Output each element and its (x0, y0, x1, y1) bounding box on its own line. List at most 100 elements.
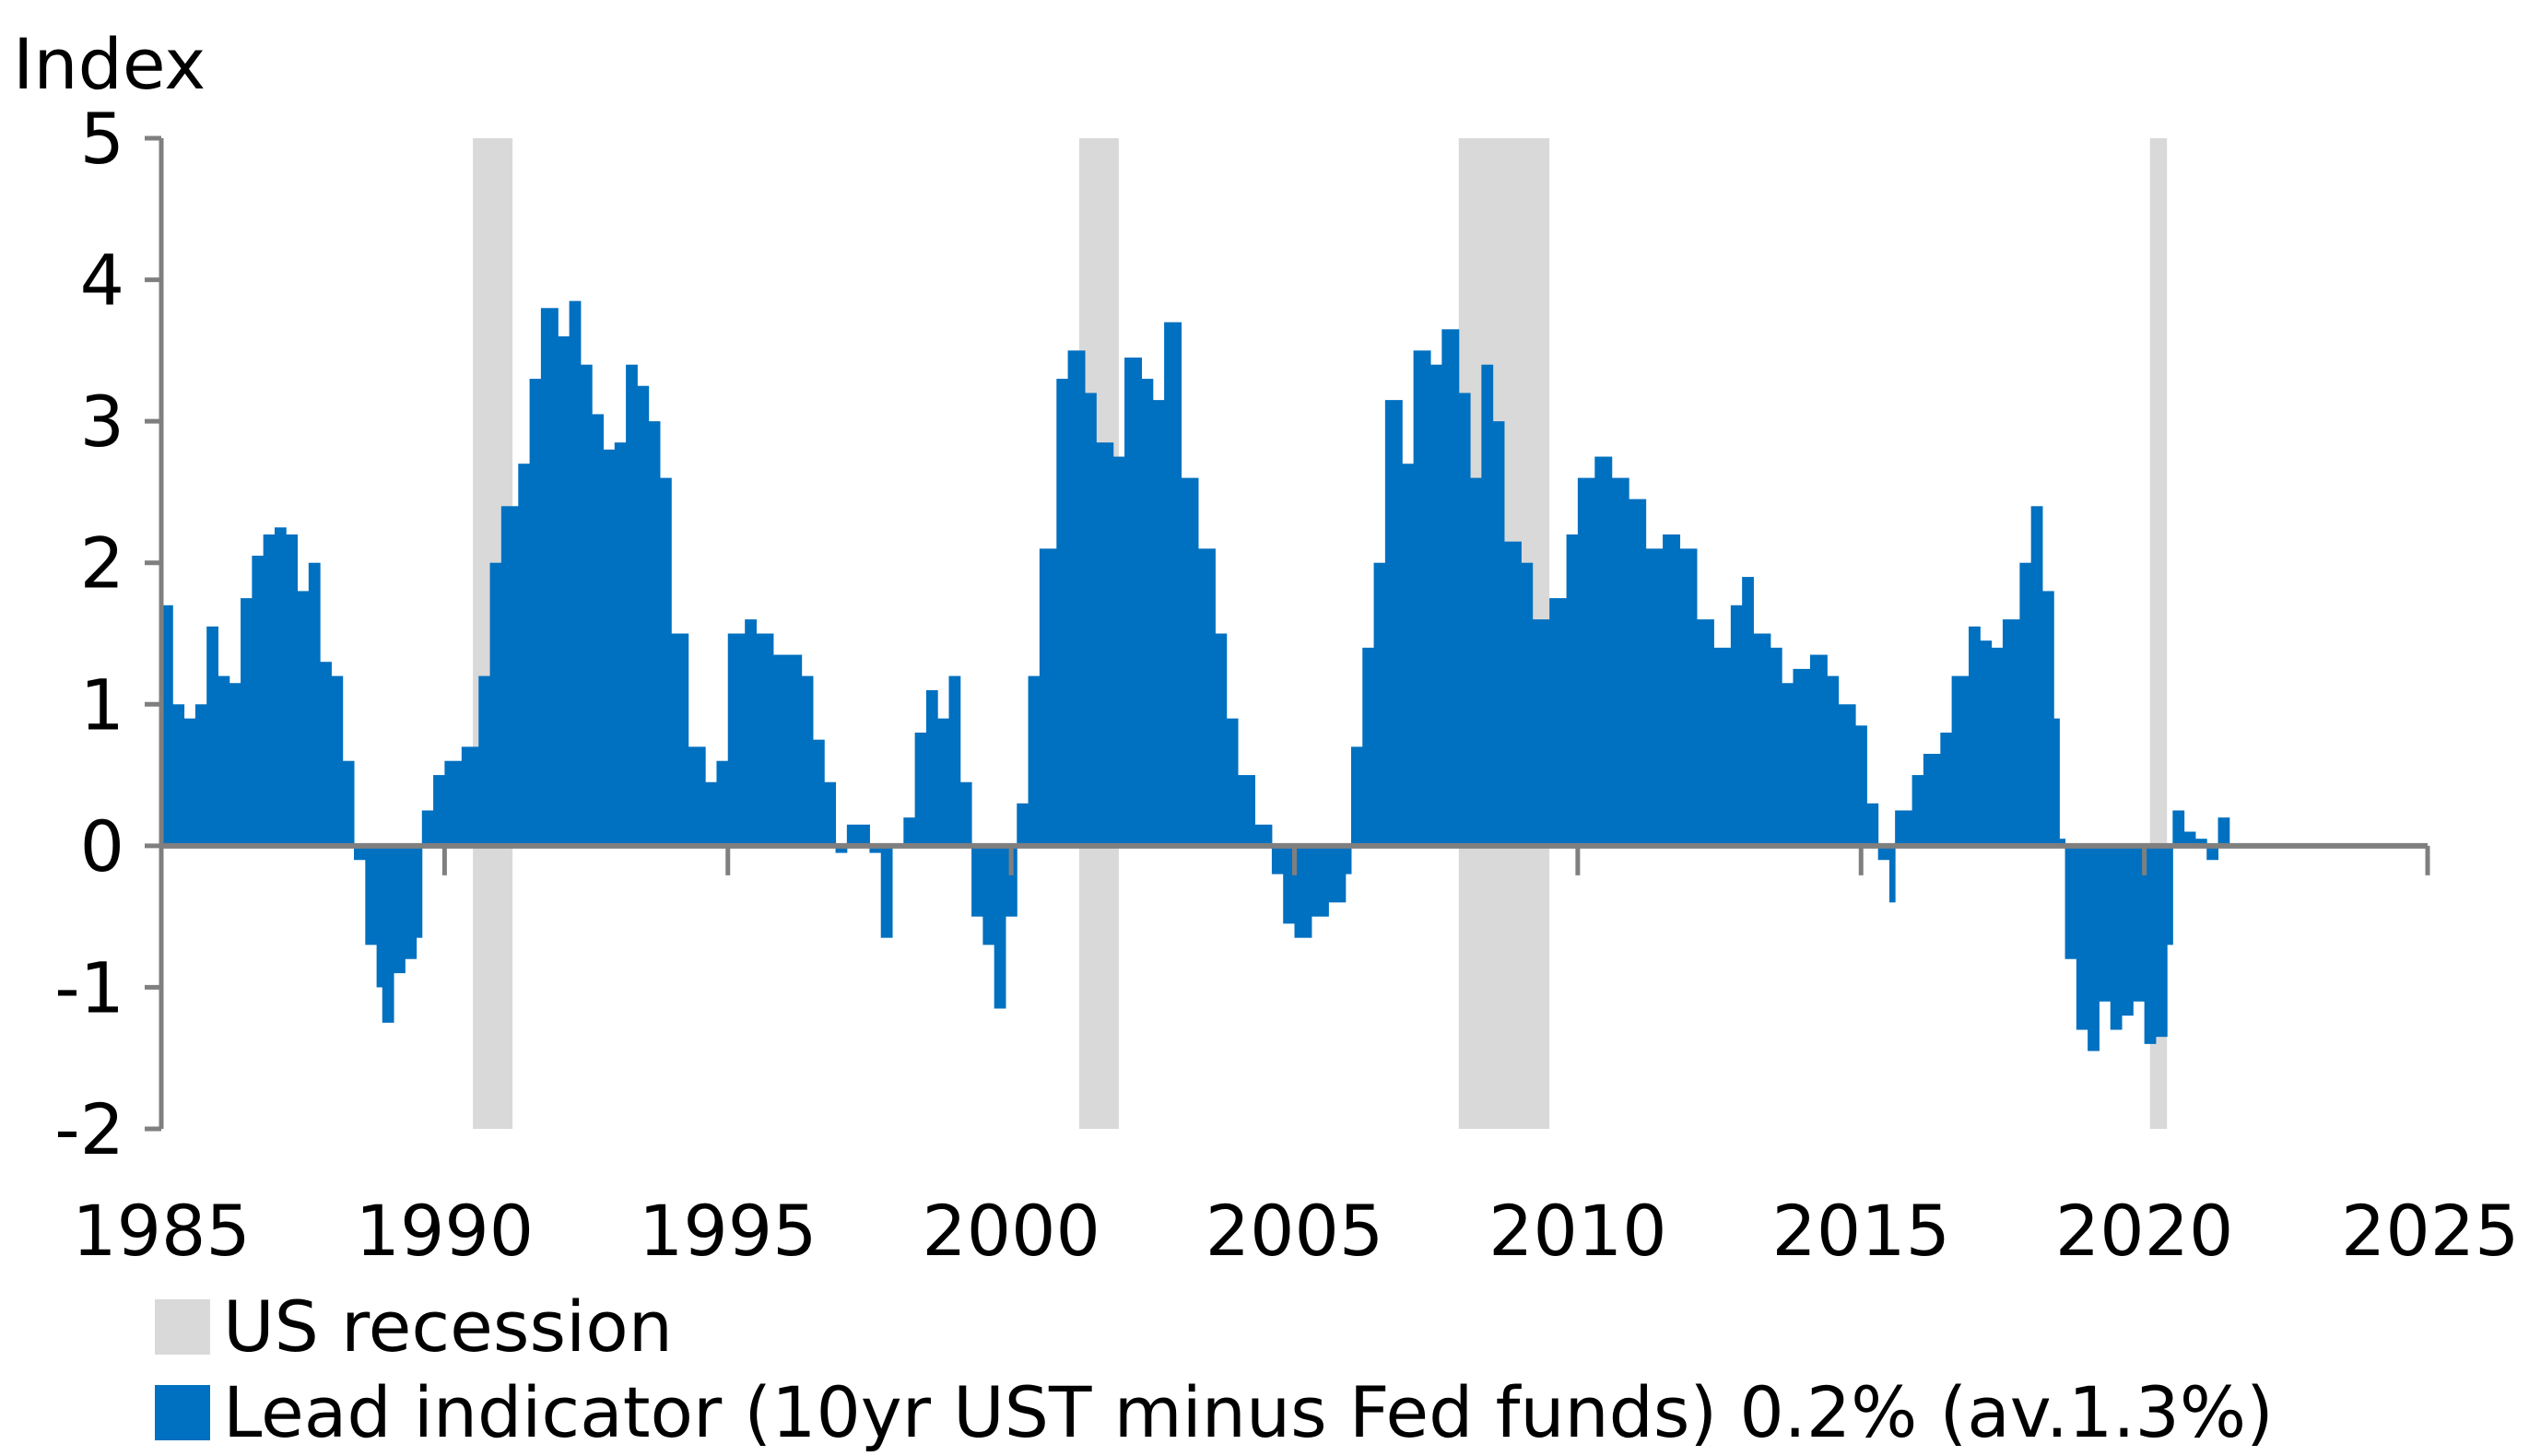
bar-8 (252, 556, 265, 846)
bar-34 (558, 336, 570, 846)
bar-3 (194, 704, 207, 846)
bar-5 (218, 675, 230, 846)
bar-56 (835, 845, 848, 853)
bar-138 (1940, 733, 1953, 846)
bar-75 (1056, 379, 1069, 846)
bar-88 (1238, 775, 1255, 846)
bar-52 (784, 654, 803, 846)
bar-84 (1181, 477, 1199, 846)
bar-50 (756, 633, 774, 846)
bar-156 (2144, 845, 2157, 1044)
bar-149 (2064, 845, 2077, 959)
bar-96 (1350, 746, 1363, 846)
bar-131 (1855, 725, 1867, 846)
bar-89 (1254, 824, 1273, 846)
x-tick-label: 2000 (922, 1190, 1100, 1272)
bar-33 (540, 308, 559, 846)
y-tick-label: 5 (80, 98, 124, 180)
bar-103 (1441, 329, 1460, 846)
bar-14 (320, 662, 332, 846)
bar-76 (1067, 350, 1086, 846)
bar-44 (671, 633, 689, 846)
y-tick-label: 1 (80, 663, 124, 746)
y-tick-label: 2 (80, 523, 124, 605)
bar-65 (937, 718, 950, 846)
bar-35 (569, 300, 582, 846)
bar-146 (2041, 591, 2054, 846)
bar-119 (1679, 548, 1698, 846)
bar-155 (2133, 845, 2146, 1002)
bar-43 (659, 477, 672, 846)
bar-19 (376, 845, 383, 988)
axes: 5 4 3 2 1 0 -1 -2 1985 1990 1995 2000 2005 2010 2015 20… (54, 98, 2519, 1272)
bar-10 (274, 527, 287, 846)
bar-20 (382, 845, 394, 1023)
recession-bands (473, 138, 2168, 1129)
bar-68 (971, 845, 983, 917)
bar-112 (1566, 534, 1579, 846)
bar-58 (858, 824, 870, 846)
bar-97 (1362, 647, 1375, 846)
x-tick-label: 2005 (1206, 1190, 1383, 1272)
bar-16 (342, 760, 355, 846)
bar-91 (1283, 845, 1295, 924)
bar-132 (1866, 803, 1879, 846)
bar-79 (1112, 456, 1125, 846)
bar-38 (603, 449, 616, 846)
bar-49 (745, 619, 757, 846)
bar-93 (1311, 845, 1329, 917)
bar-110 (1532, 619, 1550, 846)
bar-73 (1028, 675, 1041, 846)
bar-15 (331, 675, 344, 846)
bar-158 (2167, 845, 2173, 945)
bar-111 (1549, 598, 1568, 846)
bar-72 (1017, 803, 1029, 846)
bar-29 (489, 562, 502, 846)
bar-121 (1713, 647, 1732, 846)
lead-indicator-series (161, 300, 2230, 1051)
bar-63 (914, 733, 927, 846)
bar-160 (2183, 831, 2196, 846)
bar-90 (1271, 845, 1284, 875)
legend-swatch-lead-indicator (155, 1384, 210, 1440)
bar-0 (161, 605, 173, 846)
bar-17 (354, 845, 366, 861)
bar-150 (2076, 845, 2088, 1030)
bar-136 (1911, 775, 1924, 846)
bar-118 (1663, 534, 1681, 846)
bar-46 (705, 781, 717, 846)
legend-label-lead-indicator: Lead indicator (10yr UST minus Fed funds… (223, 1371, 2274, 1453)
bar-125 (1770, 647, 1782, 846)
bar-115 (1611, 477, 1629, 846)
bar-128 (1809, 654, 1828, 846)
bar-148 (2059, 839, 2066, 846)
bar-48 (727, 633, 746, 846)
bar-1 (172, 704, 185, 846)
bar-141 (1980, 640, 1993, 846)
bar-124 (1753, 633, 1771, 846)
bar-129 (1827, 675, 1840, 846)
bar-87 (1226, 718, 1239, 846)
bar-99 (1384, 400, 1403, 846)
bar-140 (1969, 626, 1981, 846)
bar-47 (716, 760, 729, 846)
bar-66 (948, 675, 961, 846)
x-tick-label: 1995 (639, 1190, 817, 1272)
bar-122 (1730, 605, 1743, 846)
x-tick-label: 1990 (356, 1190, 534, 1272)
bar-154 (2122, 845, 2134, 1016)
bar-40 (626, 364, 638, 846)
bar-82 (1152, 400, 1165, 846)
bar-69 (982, 845, 995, 945)
bar-71 (1005, 845, 1017, 917)
bar-80 (1124, 358, 1143, 846)
bar-98 (1373, 562, 1386, 846)
bar-22 (405, 845, 418, 959)
bar-30 (500, 506, 519, 846)
bar-9 (263, 534, 276, 846)
bar-151 (2088, 845, 2100, 1051)
bar-116 (1629, 499, 1647, 846)
bar-6 (229, 683, 241, 846)
bar-105 (1470, 477, 1482, 846)
